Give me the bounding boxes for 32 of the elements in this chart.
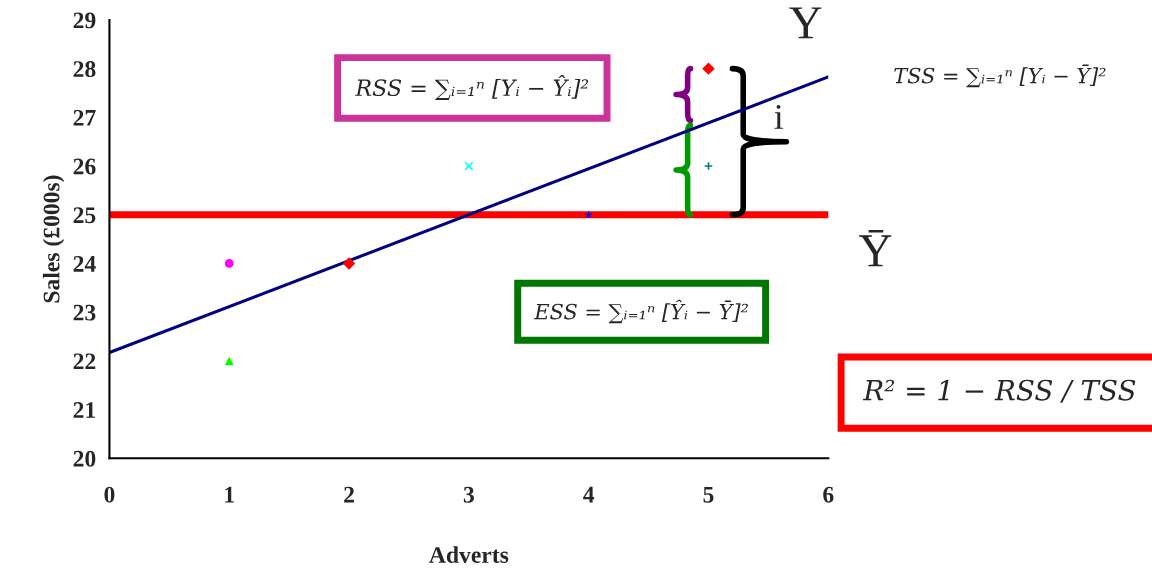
x-tick-label: 5 [703, 486, 714, 503]
y-tick-label: 28 [73, 61, 96, 78]
point [342, 257, 356, 270]
x-tick-label: 0 [104, 486, 115, 503]
text: TSS = ∑ᵢ₌₁ⁿ [Yᵢ − Ȳ]² [894, 64, 1106, 88]
y-tick-label: 22 [73, 353, 96, 370]
y-tick-label: 24 [73, 256, 96, 272]
y-tick-label: 23 [73, 304, 96, 321]
y-tick-label: 26 [73, 158, 96, 175]
y-tick-label: 25 [73, 207, 96, 224]
x-tick-label: 4 [583, 486, 595, 503]
text: R² = 1 − RSS / TSS [862, 379, 1136, 403]
annotation: Y [789, 7, 822, 39]
point [702, 62, 715, 75]
y-tick-label: 29 [73, 12, 96, 29]
x-tick-label: 3 [463, 486, 474, 503]
y-tick-label: 27 [73, 109, 96, 126]
point [224, 356, 234, 366]
y-tick-label: 20 [73, 450, 96, 467]
y-tick-label: 21 [73, 402, 96, 418]
x-axis-title: Adverts [429, 546, 509, 563]
annotation: ESS = ∑ᵢ₌₁ⁿ [Ŷᵢ − Ȳ]² [534, 299, 748, 324]
annotation: RSS = ∑ᵢ₌₁ⁿ [Yᵢ − Ŷᵢ]² [355, 75, 589, 101]
x-tick-label: 2 [344, 486, 354, 503]
point [464, 161, 474, 171]
point [224, 259, 234, 268]
point [584, 210, 593, 219]
text: Ȳ [859, 229, 892, 267]
annotation: i [774, 104, 784, 129]
y-axis-title: Sales (£000s) [42, 175, 65, 303]
x-tick-label: 1 [225, 486, 234, 503]
x-tick-label: 6 [823, 486, 834, 503]
